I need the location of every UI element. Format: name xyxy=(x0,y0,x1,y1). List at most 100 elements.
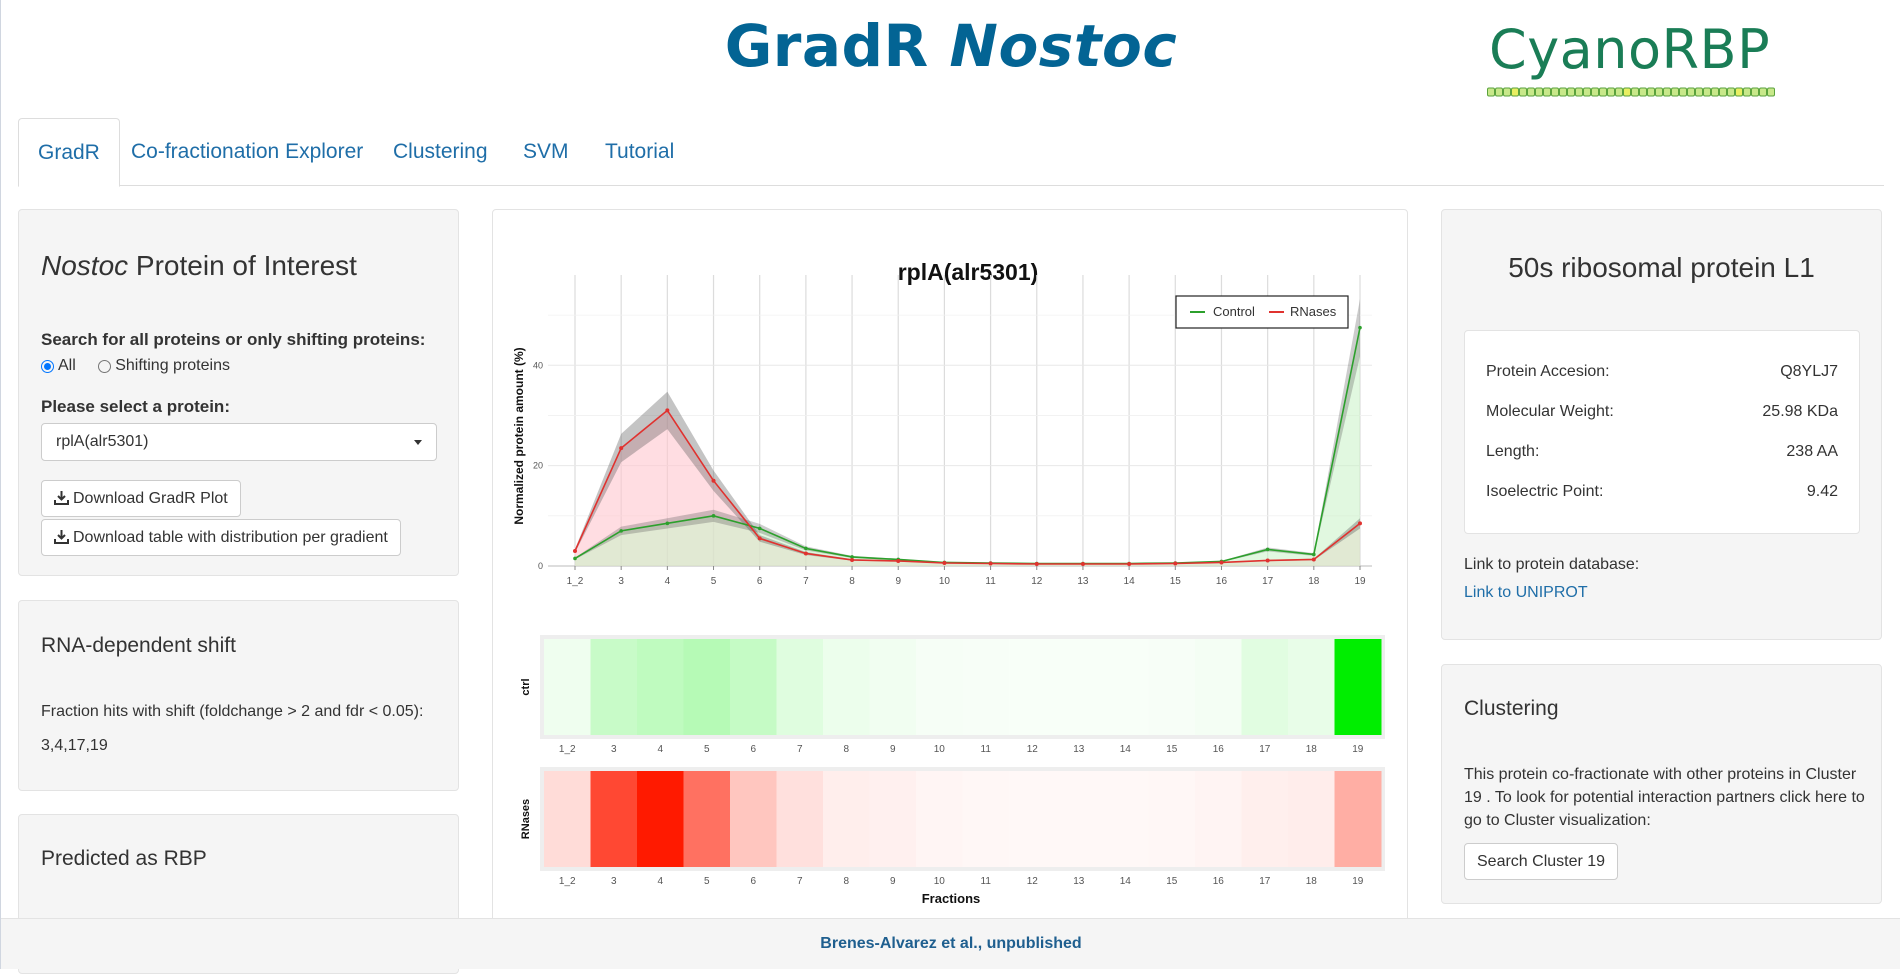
heatmap-tick-label: 13 xyxy=(1073,744,1085,755)
info-value: 25.98 KDa xyxy=(1762,403,1838,420)
logo-chain-link xyxy=(1615,87,1623,97)
heatmap-tick-label: 8 xyxy=(843,876,849,887)
radio-all-label[interactable]: All xyxy=(58,357,76,374)
radio-shifting[interactable] xyxy=(98,359,112,373)
download-plot-button[interactable]: Download GradR Plot xyxy=(41,480,241,517)
heatmap-tick-label: 8 xyxy=(843,744,849,755)
logo-chain-link xyxy=(1767,87,1775,97)
rnases-point xyxy=(850,557,855,562)
info-label: Protein Accesion: xyxy=(1486,363,1610,380)
ctrl-heatmap-cell xyxy=(823,639,870,735)
download-icon xyxy=(54,491,69,505)
footer: Brenes-Alvarez et al., unpublished xyxy=(1,918,1900,969)
heatmap-tick-label: 17 xyxy=(1259,876,1271,887)
logo-chain-link xyxy=(1759,87,1767,97)
logo-chain-link xyxy=(1511,87,1519,97)
logo-chain-link xyxy=(1495,87,1503,97)
logo-chain-link xyxy=(1599,87,1607,97)
download-icon xyxy=(54,530,69,544)
rnases-point xyxy=(619,446,624,451)
rnases-heatmap-cell xyxy=(869,771,917,867)
x-tick-label: 18 xyxy=(1308,576,1320,587)
rnases-point xyxy=(896,558,901,563)
logo-chain-link xyxy=(1639,87,1647,97)
ctrl-heatmap-cell xyxy=(1009,639,1056,735)
rnases-heatmap-cell xyxy=(637,771,684,867)
ctrl-heatmap-cell xyxy=(962,639,1010,735)
info-value: Q8YLJ7 xyxy=(1780,363,1838,380)
rnases-heatmap-cell xyxy=(730,771,777,867)
caret-down-icon xyxy=(414,440,422,445)
ctrl-heatmap-cell xyxy=(590,639,638,735)
radio-shifting-label[interactable]: Shifting proteins xyxy=(115,357,230,374)
clustering-text-line-2: 19 . To look for potential interaction p… xyxy=(1464,789,1865,806)
info-length: Length: 238 AA xyxy=(1486,443,1838,461)
tab-clustering[interactable]: Clustering xyxy=(393,140,488,163)
rnases-error-band xyxy=(575,391,1360,565)
info-value: 9.42 xyxy=(1806,483,1838,500)
heatmap-tick-label: 14 xyxy=(1120,744,1132,755)
ctrl-heatmap-label: ctrl xyxy=(520,678,532,695)
logo-chain-link xyxy=(1575,87,1583,97)
heatmap-tick-label: 3 xyxy=(611,744,617,755)
logo-chain-link xyxy=(1591,87,1599,97)
rnases-heatmap-cell xyxy=(962,771,1010,867)
database-label: Link to protein database: xyxy=(1464,556,1640,573)
x-tick-label: 5 xyxy=(711,576,717,587)
rnases-heatmap-cell xyxy=(823,771,870,867)
protein-select[interactable]: rplA(alr5301) xyxy=(41,423,437,461)
x-tick-label: 4 xyxy=(665,576,671,587)
search-mode-label: Search for all proteins or only shifting… xyxy=(41,330,426,349)
tab-gradr[interactable]: GradR xyxy=(18,118,120,187)
heatmap-tick-label: 11 xyxy=(981,876,992,887)
chart-legend: Control RNases xyxy=(1175,295,1349,329)
heatmap-tick-label: 9 xyxy=(890,744,896,755)
rnases-point xyxy=(942,560,947,565)
logo-chain-link xyxy=(1719,87,1727,97)
x-tick-label: 1_2 xyxy=(567,576,584,587)
radio-all[interactable] xyxy=(41,359,54,373)
logo-chain-link xyxy=(1519,87,1527,97)
logo-chain-link xyxy=(1679,87,1687,97)
logo-chain-link xyxy=(1631,87,1639,97)
rnases-heatmap-cell xyxy=(1195,771,1242,867)
heatmap-tick-label: 16 xyxy=(1213,876,1225,887)
x-axis-label: Fractions xyxy=(922,891,981,906)
ctrl-heatmap-cell xyxy=(1195,639,1242,735)
logo-chain-link xyxy=(1695,87,1703,97)
legend-rnases-label: RNases xyxy=(1290,304,1337,319)
rnases-heatmap-cell xyxy=(1288,771,1335,867)
legend-control-label: Control xyxy=(1213,304,1255,319)
x-tick-label: 3 xyxy=(618,576,624,587)
heatmap-tick-label: 4 xyxy=(657,744,663,755)
search-cluster-button[interactable]: Search Cluster 19 xyxy=(1464,843,1619,880)
ctrl-heatmap-cell xyxy=(1334,639,1382,735)
rnases-heatmap-cell xyxy=(1009,771,1056,867)
heatmap-tick-label: 10 xyxy=(934,744,946,755)
logo-chain-link xyxy=(1527,87,1535,97)
clustering-title: Clustering xyxy=(1464,697,1559,720)
uniprot-link[interactable]: Link to UNIPROT xyxy=(1464,584,1588,601)
logo-chain-link xyxy=(1663,87,1671,97)
x-tick-label: 6 xyxy=(757,576,763,587)
x-tick-label: 10 xyxy=(939,576,951,587)
ctrl-heatmap-cell xyxy=(1241,639,1289,735)
x-tick-label: 11 xyxy=(985,576,996,587)
logo-chain-link xyxy=(1655,87,1663,97)
rnases-point xyxy=(988,561,993,566)
control-point xyxy=(850,555,854,559)
control-area xyxy=(575,327,1360,566)
logo-chain-link xyxy=(1671,87,1679,97)
tab-co-fractionation-explorer[interactable]: Co-fractionation Explorer xyxy=(131,140,364,163)
ctrl-heatmap-cell xyxy=(776,639,824,735)
info-accession: Protein Accesion: Q8YLJ7 xyxy=(1486,363,1838,381)
protein-of-interest-panel: Nostoc Protein of Interest Search for al… xyxy=(18,209,459,576)
ctrl-heatmap-cell xyxy=(683,639,731,735)
download-table-button[interactable]: Download table with distribution per gra… xyxy=(41,519,401,556)
logo-chain-link xyxy=(1687,87,1695,97)
rnases-heatmap-cell xyxy=(683,771,731,867)
tab-svm[interactable]: SVM xyxy=(523,140,569,163)
ctrl-heatmap-cell xyxy=(869,639,917,735)
tab-tutorial[interactable]: Tutorial xyxy=(605,140,675,163)
heatmap-tick-label: 1_2 xyxy=(559,744,576,755)
